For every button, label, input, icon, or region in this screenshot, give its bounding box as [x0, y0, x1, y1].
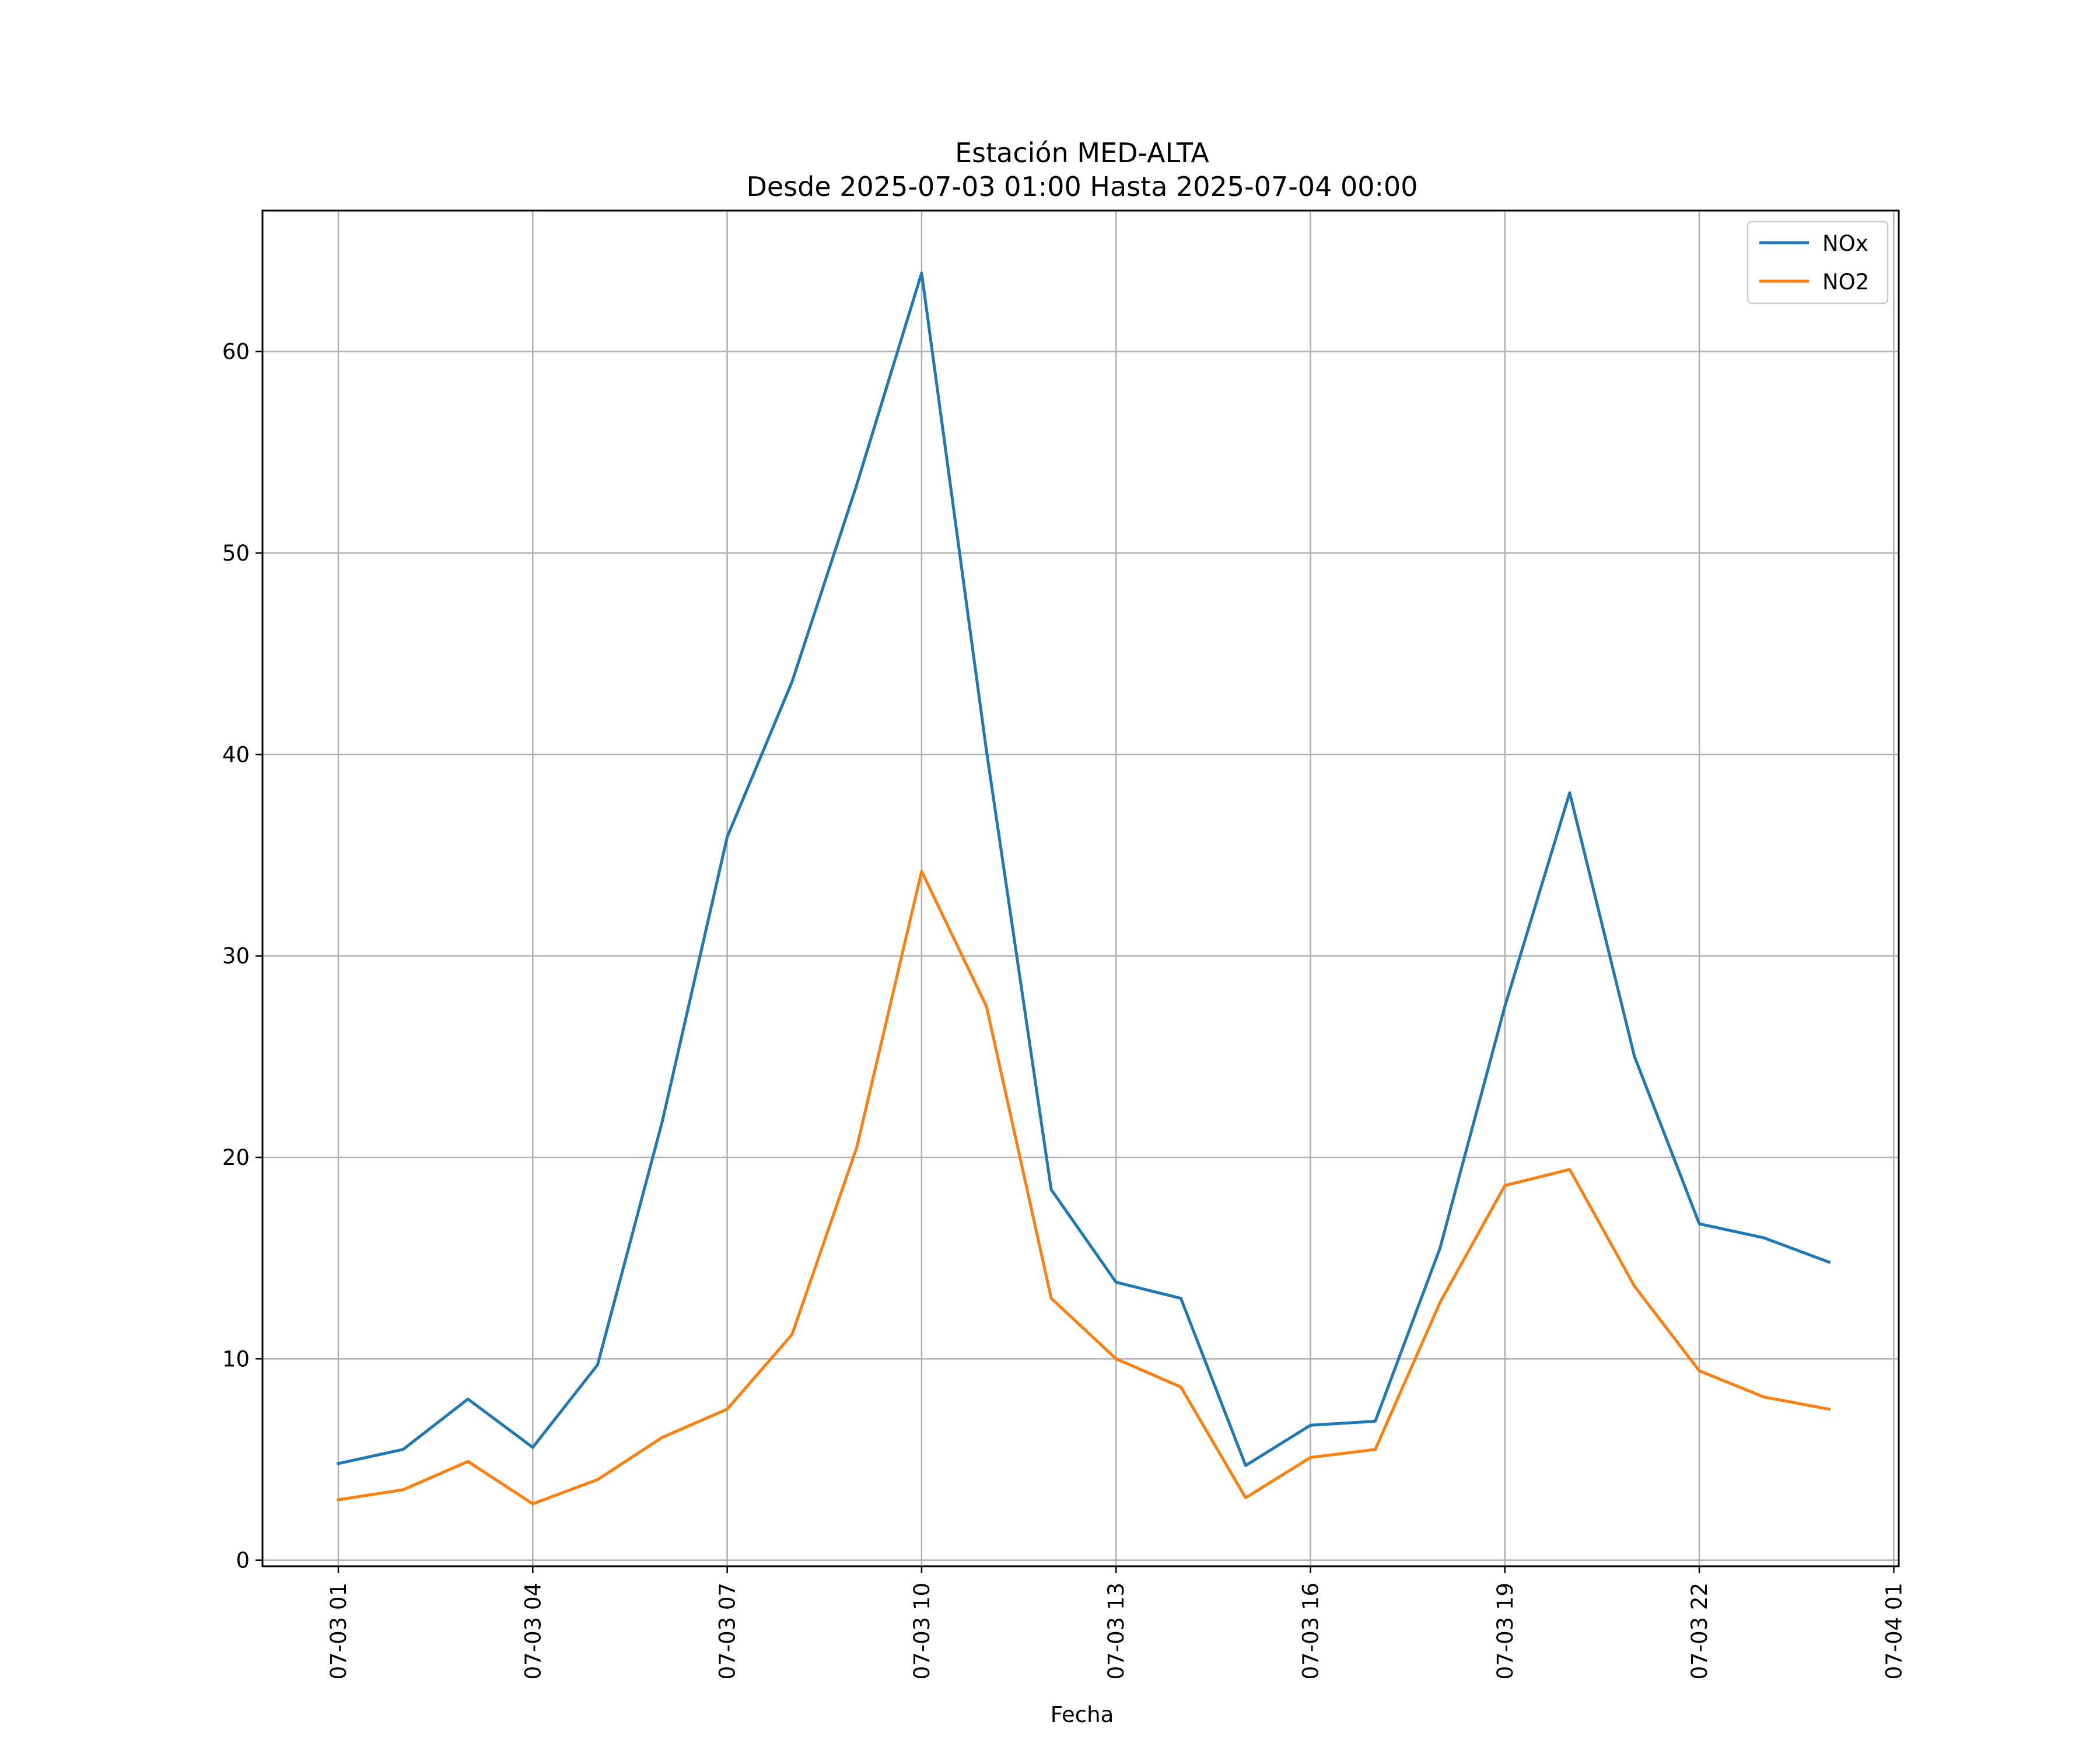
y-tick-label: 40	[222, 742, 250, 767]
y-tick-label: 50	[222, 541, 250, 566]
x-tick-label: 07-03 07	[715, 1583, 740, 1679]
x-axis-ticks: 07-03 01 07-03 04 07-03 07 07-03 10 07-03 13…	[326, 1566, 1906, 1679]
x-tick-label: 07-03 13	[1104, 1583, 1129, 1679]
legend-label-no2: NO2	[1822, 270, 1869, 295]
legend: NOx NO2	[1746, 220, 1889, 304]
series-line-no2	[337, 870, 1831, 1506]
y-tick-label: 0	[236, 1548, 250, 1573]
plot-area-frame	[261, 209, 1900, 1567]
x-tick-label: 07-03 16	[1298, 1583, 1324, 1679]
series-lines	[337, 271, 1831, 1506]
chart-title: Estación MED-ALTA	[955, 137, 1209, 169]
y-tick-label: 10	[222, 1346, 250, 1371]
y-axis-ticks: 0 10 20 30 40 50 60	[222, 340, 262, 1573]
chart-subtitle: Desde 2025-07-03 01:00 Hasta 2025-07-04 …	[746, 171, 1418, 202]
x-tick-label: 07-04 01	[1881, 1583, 1906, 1679]
x-tick-label: 07-03 22	[1687, 1583, 1712, 1679]
x-tick-label: 07-03 04	[520, 1583, 545, 1679]
y-tick-label: 60	[222, 340, 250, 365]
legend-label-nox: NOx	[1822, 231, 1868, 256]
x-tick-label: 07-03 19	[1493, 1583, 1518, 1679]
y-tick-label: 30	[222, 944, 250, 969]
x-tick-label: 07-03 10	[909, 1583, 935, 1679]
series-line-nox	[337, 271, 1831, 1467]
x-tick-label: 07-03 01	[326, 1583, 351, 1679]
x-axis-label: Fecha	[1051, 1702, 1114, 1727]
y-tick-label: 20	[222, 1145, 250, 1170]
grid-lines	[262, 211, 1899, 1566]
